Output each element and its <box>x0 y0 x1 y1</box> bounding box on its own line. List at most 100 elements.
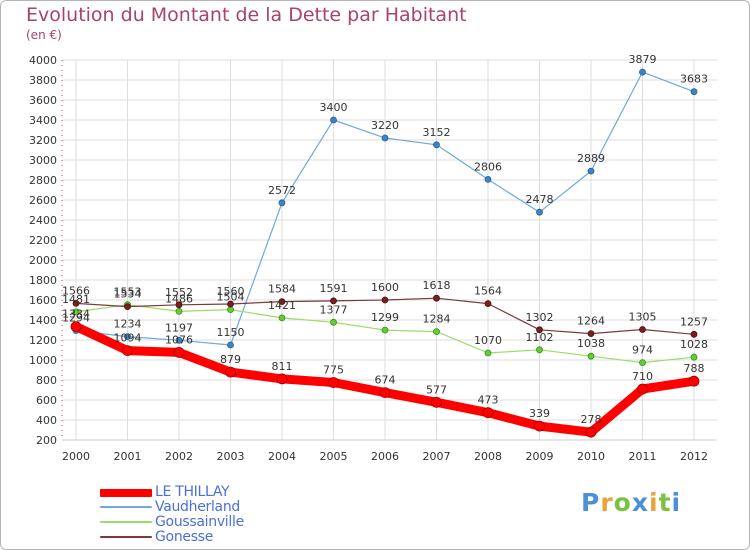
data-label-vaudherland: 3152 <box>423 126 451 139</box>
data-point-goussainville <box>381 326 389 334</box>
data-point-le-thillay <box>70 321 82 333</box>
data-point-vaudherland <box>536 208 543 216</box>
y-tick-label: 1200 <box>29 334 57 347</box>
data-point-le-thillay <box>328 377 339 388</box>
data-point-le-thillay <box>534 420 545 432</box>
data-point-gonesse <box>690 330 698 338</box>
data-label-gonesse: 1264 <box>577 315 605 328</box>
logo-letter: t <box>658 488 672 517</box>
y-tick-label: 3600 <box>29 94 57 107</box>
data-label-vaudherland: 1234 <box>114 318 142 331</box>
data-label-le-thillay: 674 <box>375 374 396 387</box>
data-label-vaudherland: 3220 <box>371 119 399 132</box>
data-label-gonesse: 1552 <box>165 286 193 299</box>
data-point-gonesse <box>72 299 80 307</box>
y-tick-label: 3800 <box>29 74 57 87</box>
x-tick-label: 2009 <box>526 450 554 463</box>
data-label-vaudherland: 3683 <box>680 73 708 86</box>
data-point-vaudherland <box>587 167 595 175</box>
data-label-le-thillay: 473 <box>478 394 499 407</box>
proxiti-logo: Proxiti <box>581 488 681 517</box>
y-tick-label: 4000 <box>29 54 57 67</box>
data-point-goussainville <box>639 359 646 367</box>
data-label-goussainville: 1486 <box>165 292 193 305</box>
data-point-vaudherland <box>330 116 337 124</box>
data-label-goussainville: 1070 <box>474 334 502 347</box>
x-tick-label: 2005 <box>320 450 348 463</box>
y-tick-label: 2400 <box>29 214 57 227</box>
data-point-vaudherland <box>484 175 492 183</box>
y-tick-label: 3200 <box>29 134 57 147</box>
data-label-le-thillay: 879 <box>220 353 241 366</box>
y-tick-label: 2000 <box>29 254 57 267</box>
data-point-gonesse <box>227 300 234 308</box>
x-tick-label: 2010 <box>577 450 605 463</box>
data-point-gonesse <box>484 300 492 308</box>
y-tick-label: 600 <box>36 394 57 407</box>
x-tick-label: 2011 <box>629 450 657 463</box>
data-point-le-thillay <box>379 387 391 399</box>
data-point-le-thillay <box>585 426 597 438</box>
data-label-gonesse: 1560 <box>217 285 245 298</box>
data-label-gonesse: 1564 <box>474 285 502 298</box>
data-label-le-thillay: 1334 <box>62 308 90 321</box>
data-label-goussainville: 1038 <box>577 337 605 350</box>
data-point-gonesse <box>587 330 595 338</box>
data-label-goussainville: 1299 <box>371 311 399 324</box>
data-point-le-thillay <box>122 345 133 357</box>
data-point-gonesse <box>433 294 440 302</box>
data-label-gonesse: 1600 <box>371 281 399 294</box>
legend-label: Goussainville <box>155 514 244 530</box>
data-label-gonesse: 1534 <box>114 288 142 301</box>
data-point-le-thillay <box>482 407 494 419</box>
data-point-gonesse <box>330 297 337 305</box>
data-point-goussainville <box>536 346 543 354</box>
data-label-vaudherland: 3400 <box>320 101 348 114</box>
data-label-goussainville: 1102 <box>526 331 554 344</box>
data-label-vaudherland: 1197 <box>165 321 193 334</box>
data-point-le-thillay <box>431 396 442 408</box>
data-point-gonesse <box>124 303 131 311</box>
y-tick-label: 3000 <box>29 154 57 167</box>
y-tick-label: 1600 <box>29 294 57 307</box>
data-label-gonesse: 1584 <box>268 283 296 296</box>
data-label-gonesse: 1257 <box>680 315 708 328</box>
legend-label: Gonesse <box>155 529 214 545</box>
data-point-goussainville <box>278 314 286 322</box>
x-tick-label: 2004 <box>268 450 296 463</box>
legend-swatch <box>100 489 152 497</box>
data-point-vaudherland <box>690 88 698 96</box>
data-point-vaudherland <box>639 68 646 76</box>
data-point-goussainville <box>175 307 183 315</box>
data-point-vaudherland <box>124 333 131 341</box>
data-point-vaudherland <box>227 341 234 349</box>
data-label-vaudherland: 1294 <box>62 312 90 325</box>
data-label-le-thillay: 339 <box>529 407 550 420</box>
data-point-vaudherland <box>175 336 183 344</box>
data-label-le-thillay: 710 <box>632 370 653 383</box>
y-tick-label: 1800 <box>29 274 57 287</box>
data-label-goussainville: 1284 <box>423 313 451 326</box>
legend-label: Vaudherland <box>155 499 240 515</box>
logo-letter: P <box>581 488 601 517</box>
x-tick-label: 2012 <box>680 450 708 463</box>
data-label-le-thillay: 1076 <box>165 333 193 346</box>
y-tick-label: 200 <box>36 434 57 447</box>
data-label-vaudherland: 2889 <box>577 152 605 165</box>
data-point-vaudherland <box>278 199 286 207</box>
data-label-le-thillay: 775 <box>323 364 344 377</box>
data-point-gonesse <box>381 296 389 304</box>
logo-letter: x <box>631 488 649 517</box>
data-point-goussainville <box>433 328 440 336</box>
data-point-gonesse <box>536 326 543 334</box>
legend-swatch <box>100 506 152 508</box>
y-tick-label: 1400 <box>29 314 57 327</box>
data-point-le-thillay <box>225 366 236 378</box>
data-point-goussainville <box>587 352 595 360</box>
data-point-goussainville <box>72 308 80 316</box>
data-point-goussainville <box>330 318 337 326</box>
data-point-le-thillay <box>637 383 648 395</box>
data-point-gonesse <box>175 301 183 309</box>
logo-letter: i <box>649 488 659 517</box>
